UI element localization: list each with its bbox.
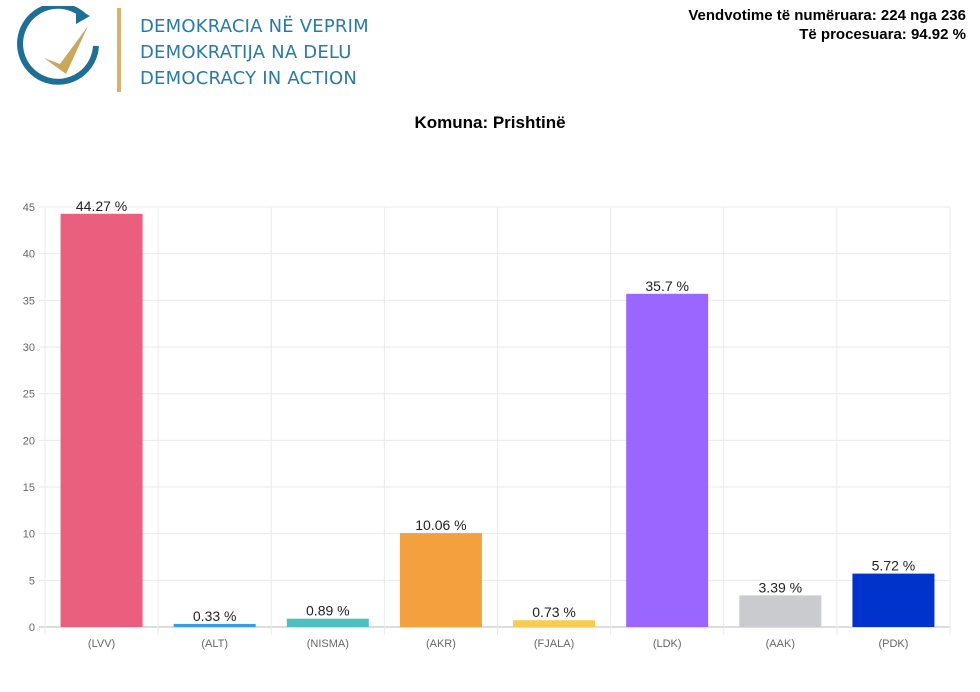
org-name-english: DEMOCRACY IN ACTION [140, 68, 358, 89]
x-tick-label: (ALT) [201, 638, 228, 650]
data-label: 0.33 % [193, 608, 237, 624]
y-tick-label: 40 [23, 249, 35, 261]
data-label: 3.39 % [759, 579, 803, 595]
data-label: 5.72 % [872, 558, 916, 574]
logo-divider [117, 8, 121, 92]
x-tick-label: (PDK) [878, 638, 908, 650]
x-tick-label: (LDK) [653, 638, 682, 650]
y-tick-label: 15 [23, 482, 35, 494]
x-tick-label: (AAK) [766, 638, 795, 650]
logo-check-circle-icon [17, 2, 99, 85]
bar-aak [739, 595, 822, 627]
counting-stats: Vendvotime të numëruara: 224 nga 236 Të … [688, 6, 966, 44]
data-label: 44.27 % [76, 198, 127, 214]
logo [14, 2, 114, 101]
bar-ldk [626, 293, 709, 627]
x-tick-label: (AKR) [426, 638, 456, 650]
y-tick-label: 35 [23, 295, 35, 307]
data-label: 10.06 % [415, 517, 466, 533]
bar-fjala [513, 620, 596, 627]
polling-stations-counted: Vendvotime të numëruara: 224 nga 236 [688, 7, 966, 24]
data-label: 0.89 % [306, 603, 350, 619]
y-tick-label: 25 [23, 389, 35, 401]
bar-akr [399, 533, 482, 627]
organization-name: DEMOKRACIA NË VEPRIM DEMOKRATIJA NA DELU… [140, 14, 369, 92]
org-name-albanian: DEMOKRACIA NË VEPRIM [140, 16, 369, 37]
y-tick-label: 20 [23, 435, 35, 447]
y-tick-label: 10 [23, 529, 35, 541]
bar-pdk [852, 573, 935, 627]
chart-title: Komuna: Prishtinë [414, 113, 566, 132]
bar-lvv [60, 213, 143, 627]
bar-nisma [286, 618, 369, 627]
y-tick-label: 30 [23, 342, 35, 354]
x-tick-label: (LVV) [88, 638, 115, 650]
y-tick-label: 5 [29, 575, 35, 587]
x-tick-label: (NISMA) [307, 638, 349, 650]
y-tick-label: 0 [29, 622, 35, 634]
data-label: 0.73 % [532, 604, 576, 620]
bar-alt [173, 623, 256, 627]
data-label: 35.7 % [645, 278, 689, 294]
x-tick-label: (FJALA) [534, 638, 574, 650]
y-tick-label: 45 [23, 202, 35, 214]
org-name-serbian: DEMOKRATIJA NA DELU [140, 42, 352, 63]
processed-percent: Të procesuara: 94.92 % [799, 26, 966, 43]
